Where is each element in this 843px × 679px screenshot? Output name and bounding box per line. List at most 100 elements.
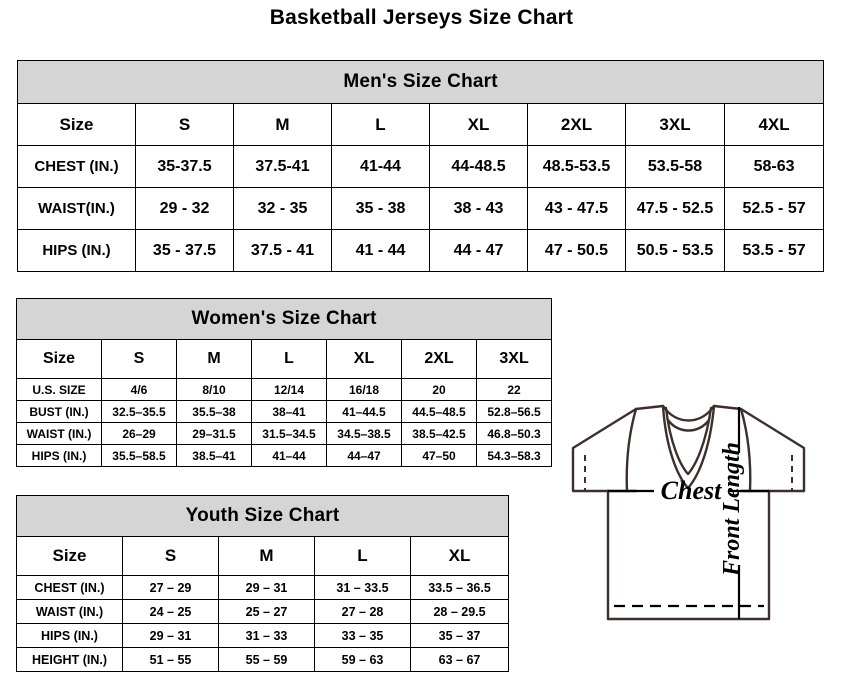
mens-cell: 37.5-41 [233,145,332,188]
womens-cell: 38.5–41 [176,444,252,467]
mens-header-row: Size S M L XL 2XL 3XL 4XL [17,103,825,146]
mens-cell: 41 - 44 [331,229,430,272]
mens-cell: 44 - 47 [429,229,528,272]
mens-band-title: Men's Size Chart [16,60,825,104]
youth-cell: 25 – 27 [218,599,315,624]
mens-cell: 35 - 38 [331,187,430,230]
youth-cell: 29 – 31 [122,623,219,648]
womens-cell: 38–41 [251,400,327,423]
youth-cell: 33 – 35 [314,623,411,648]
womens-cell: 54.3–58.3 [475,444,553,467]
womens-cell: 8/10 [176,378,252,401]
womens-cell: 52.8–56.5 [475,400,553,423]
table-row: CHEST (IN.) 35-37.5 37.5-41 41-44 44-48.… [17,145,825,188]
youth-cell: 29 – 31 [218,575,315,600]
table-row: WAIST (IN.) 26–29 29–31.5 31.5–34.5 34.5… [16,422,553,445]
womens-cell: 16/18 [326,378,402,401]
mens-size-chart-table: Men's Size Chart Size S M L XL 2XL 3XL 4… [16,60,825,272]
youth-cell: 63 – 67 [409,647,510,672]
table-row: HEIGHT (IN.) 51 – 55 55 – 59 59 – 63 63 … [16,647,510,672]
table-row: BUST (IN.) 32.5–35.5 35.5–38 38–41 41–44… [16,400,553,423]
mens-cell: 48.5-53.5 [527,145,626,188]
womens-band-row: Women's Size Chart [15,298,553,340]
womens-row-label: U.S. SIZE [16,378,102,401]
womens-col-s: S [101,339,177,379]
table-row: CHEST (IN.) 27 – 29 29 – 31 31 – 33.5 33… [16,575,510,600]
front-length-label: Front Length [719,442,745,577]
youth-row-label: CHEST (IN.) [16,575,123,600]
youth-row-label: HEIGHT (IN.) [16,647,123,672]
mens-col-2xl: 2XL [527,103,626,146]
womens-cell: 41–44 [251,444,327,467]
mens-row-label: WAIST(IN.) [17,187,136,230]
table-row: HIPS (IN.) 35.5–58.5 38.5–41 41–44 44–47… [16,444,553,467]
womens-col-xl: XL [326,339,402,379]
mens-row-label: CHEST (IN.) [17,145,136,188]
womens-col-2xl: 2XL [401,339,477,379]
youth-col-xl: XL [409,536,510,576]
womens-cell: 35.5–58.5 [101,444,177,467]
youth-band-title: Youth Size Chart [15,495,510,537]
table-row: HIPS (IN.) 35 - 37.5 37.5 - 41 41 - 44 4… [17,229,825,272]
chest-label: Chest [661,476,722,505]
mens-cell: 47.5 - 52.5 [625,187,725,230]
womens-cell: 34.5–38.5 [326,422,402,445]
youth-header-row: Size S M L XL [16,536,510,576]
womens-row-label: HIPS (IN.) [16,444,102,467]
youth-cell: 35 – 37 [409,623,510,648]
mens-cell: 52.5 - 57 [723,187,825,230]
mens-cell: 35 - 37.5 [135,229,234,272]
youth-cell: 28 – 29.5 [409,599,510,624]
mens-cell: 43 - 47.5 [527,187,626,230]
womens-col-size: Size [16,339,102,379]
womens-cell: 38.5–42.5 [401,422,477,445]
youth-col-l: L [314,536,411,576]
mens-cell: 50.5 - 53.5 [625,229,725,272]
womens-cell: 46.8–50.3 [475,422,553,445]
womens-col-l: L [251,339,327,379]
youth-col-m: M [218,536,315,576]
youth-band-row: Youth Size Chart [15,495,510,537]
womens-cell: 26–29 [101,422,177,445]
womens-cell: 44.5–48.5 [401,400,477,423]
mens-col-m: M [233,103,332,146]
mens-cell: 44-48.5 [429,145,528,188]
youth-cell: 24 – 25 [122,599,219,624]
mens-cell: 29 - 32 [135,187,234,230]
table-row: U.S. SIZE 4/6 8/10 12/14 16/18 20 22 [16,378,553,401]
womens-size-chart-table: Women's Size Chart Size S M L XL 2XL 3XL… [15,298,553,467]
jersey-measurement-diagram: Chest Front Length [556,345,836,645]
mens-cell: 37.5 - 41 [233,229,332,272]
youth-cell: 27 – 29 [122,575,219,600]
mens-cell: 41-44 [331,145,430,188]
mens-cell: 35-37.5 [135,145,234,188]
youth-size-chart-table: Youth Size Chart Size S M L XL CHEST (IN… [15,495,510,672]
womens-cell: 20 [401,378,477,401]
mens-col-3xl: 3XL [625,103,725,146]
youth-row-label: WAIST (IN.) [16,599,123,624]
womens-row-label: BUST (IN.) [16,400,102,423]
womens-cell: 29–31.5 [176,422,252,445]
mens-col-l: L [331,103,430,146]
youth-cell: 51 – 55 [122,647,219,672]
womens-cell: 44–47 [326,444,402,467]
mens-col-s: S [135,103,234,146]
youth-cell: 27 – 28 [314,599,411,624]
womens-cell: 35.5–38 [176,400,252,423]
mens-cell: 53.5-58 [625,145,725,188]
youth-col-s: S [122,536,219,576]
youth-cell: 31 – 33 [218,623,315,648]
youth-row-label: HIPS (IN.) [16,623,123,648]
youth-cell: 59 – 63 [314,647,411,672]
womens-row-label: WAIST (IN.) [16,422,102,445]
womens-cell: 4/6 [101,378,177,401]
womens-cell: 47–50 [401,444,477,467]
table-row: HIPS (IN.) 29 – 31 31 – 33 33 – 35 35 – … [16,623,510,648]
womens-header-row: Size S M L XL 2XL 3XL [16,339,553,379]
table-row: WAIST(IN.) 29 - 32 32 - 35 35 - 38 38 - … [17,187,825,230]
mens-cell: 38 - 43 [429,187,528,230]
womens-band-title: Women's Size Chart [15,298,553,340]
mens-cell: 32 - 35 [233,187,332,230]
table-row: WAIST (IN.) 24 – 25 25 – 27 27 – 28 28 –… [16,599,510,624]
womens-cell: 41–44.5 [326,400,402,423]
